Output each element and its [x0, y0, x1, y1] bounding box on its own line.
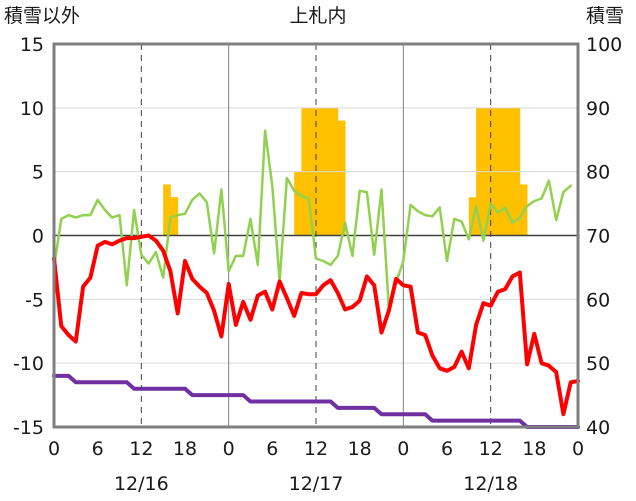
precipitation-bar	[163, 184, 171, 236]
right-tick-label: 80	[586, 162, 610, 184]
precipitation-bar	[294, 171, 302, 236]
x-axis-days: 12/16 12/17 12/18	[114, 473, 518, 495]
left-tick-label: -5	[25, 289, 44, 311]
x-tick-label: 6	[92, 438, 104, 460]
right-tick-label: 70	[586, 226, 610, 248]
plot-frame	[52, 42, 580, 429]
right-tick-label: 40	[586, 417, 610, 439]
x-tick-label: 0	[48, 438, 60, 460]
data-lines	[52, 129, 580, 429]
chart-title: 上札内	[289, 5, 346, 27]
precipitation-bar	[337, 120, 346, 236]
left-tick-label: 0	[32, 226, 44, 248]
x-tick-label: 18	[348, 438, 372, 460]
left-tick-label: 15	[20, 34, 44, 56]
day-label: 12/18	[463, 473, 518, 495]
right-axis-ticks: 100 90 80 70 60 50 40	[586, 34, 622, 439]
left-tick-label: 10	[20, 98, 44, 120]
x-tick-label: 18	[173, 438, 197, 460]
right-axis-label: 積雪	[586, 5, 624, 27]
x-tick-label: 0	[572, 438, 584, 460]
left-axis-ticks: 15 10 5 0 -5 -10 -15	[13, 34, 44, 439]
x-tick-label: 18	[522, 438, 546, 460]
x-tick-label: 12	[129, 438, 153, 460]
right-tick-label: 50	[586, 353, 610, 375]
left-tick-label: 5	[32, 162, 44, 184]
right-tick-label: 100	[586, 34, 622, 56]
x-tick-label: 6	[441, 438, 453, 460]
temperature-line	[52, 233, 580, 417]
left-tick-label: -10	[13, 353, 44, 375]
left-axis-label: 積雪以外	[4, 5, 80, 27]
x-tick-label: 0	[223, 438, 235, 460]
x-tick-label: 12	[479, 438, 503, 460]
snow-depth-line	[52, 373, 580, 429]
right-tick-label: 90	[586, 98, 610, 120]
x-axis-ticks: 0 6 12 18 0 6 12 18 0 6 12 18 0	[48, 438, 584, 460]
left-tick-label: -15	[13, 417, 44, 439]
right-tick-label: 60	[586, 289, 610, 311]
x-tick-label: 0	[397, 438, 409, 460]
x-tick-label: 6	[266, 438, 278, 460]
day-label: 12/16	[114, 473, 169, 495]
x-tick-label: 12	[304, 438, 328, 460]
day-label: 12/17	[289, 473, 344, 495]
wind-speed-line	[52, 129, 572, 309]
